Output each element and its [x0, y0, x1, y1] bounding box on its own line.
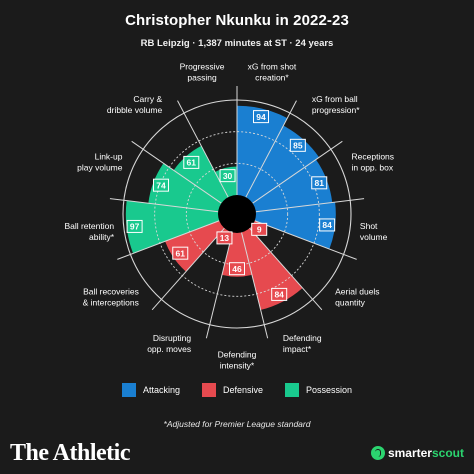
metric-label-shot-volume: Shot volume: [360, 221, 388, 242]
value-text: 84: [274, 290, 284, 300]
value-badge: [229, 262, 245, 276]
metric-label-xg-from-ball-progression: xG from ball progression*: [312, 94, 360, 115]
value-text: 30: [223, 171, 233, 181]
bar-shot-volume: [237, 202, 336, 250]
bar-defending-impact: [237, 214, 303, 310]
grid-spoke: [245, 100, 297, 198]
value-text: 81: [315, 178, 325, 188]
footnote: *Adjusted for Premier League standard: [163, 419, 311, 429]
value-text: 46: [232, 264, 242, 274]
metric-label-defending-impact: Defending impact*: [283, 333, 322, 354]
value-label-xg-from-shot-creation: 94: [253, 110, 270, 124]
value-label-progressive-passing: 30: [219, 169, 236, 183]
grid-ring: [154, 131, 320, 297]
bar-ball-retention-ability: [125, 200, 237, 254]
metric-label-disrupting-opp-moves: Disrupting opp. moves: [147, 333, 191, 354]
value-labels-layer: 94 85 81 84 9 84 46 13 61 97 74 61 30: [126, 110, 336, 301]
center-hole: [218, 195, 256, 233]
chart-subtitle: RB Leipzig · 1,387 minutes at ST · 24 ye…: [140, 38, 334, 49]
bar-defending-intensity: [221, 214, 253, 277]
grid-ring: [185, 162, 289, 266]
grid-spoke: [205, 232, 233, 339]
metric-label-ball-recoveries-interceptions: Ball recoveries & interceptions: [83, 286, 139, 307]
legend-label-attacking: Attacking: [142, 385, 180, 395]
metric-label-xg-from-shot-creation: xG from shot creation*: [248, 62, 297, 83]
smarterscout-logo-icon: [370, 446, 385, 460]
grid-spoke: [109, 198, 219, 213]
value-badge: [183, 155, 200, 169]
grid-spoke: [241, 232, 269, 339]
metric-label-carry-dribble-volume: Carry & dribble volume: [107, 94, 163, 115]
grid-spoke: [131, 140, 222, 204]
legend-item-defensive: Defensive: [201, 383, 264, 397]
value-label-ball-retention-ability: 97: [126, 219, 143, 233]
value-badge: [172, 246, 189, 260]
metric-label-defending-intensity: Defending intensity*: [218, 350, 257, 371]
value-text: 97: [130, 222, 140, 232]
grid-layer: [109, 86, 365, 339]
value-label-shot-volume: 84: [319, 218, 336, 232]
legend: Attacking Defensive Possession: [0, 383, 474, 397]
metric-label-link-up-play-volume: Link-up play volume: [77, 152, 123, 173]
value-text: 84: [322, 220, 332, 230]
legend-swatch-defensive: [201, 383, 216, 397]
legend-item-attacking: Attacking: [121, 383, 180, 397]
value-badge: [126, 219, 143, 233]
value-label-xg-from-ball-progression: 85: [289, 138, 306, 152]
value-text: 85: [293, 141, 303, 151]
chart-title: Christopher Nkunku in 2022-23: [125, 12, 349, 29]
value-badge: [219, 169, 236, 183]
value-label-defending-intensity: 46: [229, 262, 245, 276]
metric-label-progressive-passing: Progressive passing: [180, 62, 225, 83]
value-text: 61: [187, 158, 197, 168]
value-label-disrupting-opp-moves: 13: [216, 231, 233, 245]
value-badge: [311, 176, 328, 190]
metric-label-ball-retention-ability: Ball retention ability*: [64, 221, 114, 242]
the-athletic-logo: The Athletic: [10, 440, 131, 466]
legend-label-defensive: Defensive: [222, 385, 264, 395]
value-text: 94: [256, 112, 266, 122]
value-text: 61: [176, 248, 186, 258]
value-label-ball-recoveries-interceptions: 61: [172, 246, 189, 260]
value-text: 13: [220, 233, 230, 243]
value-label-receptions-in-opp-box: 81: [311, 176, 328, 190]
grid-spoke: [252, 140, 343, 204]
value-label-carry-dribble-volume: 61: [183, 155, 200, 169]
value-badge: [152, 178, 169, 192]
grid-spoke: [255, 198, 365, 213]
value-label-defending-impact: 84: [271, 287, 288, 301]
value-text: 9: [257, 225, 262, 235]
value-label-aerial-duels-quantity: 9: [251, 222, 268, 236]
value-badge: [271, 287, 288, 301]
legend-item-possession: Possession: [285, 383, 352, 397]
metric-label-receptions-in-opp-box: Receptions in opp. box: [352, 152, 395, 173]
legend-label-possession: Possession: [306, 385, 353, 395]
metric-labels-layer: xG from shot creation* xG from ball progres…: [64, 62, 394, 371]
value-badge: [251, 222, 268, 236]
metric-label-aerial-duels-quantity: Aerial duels quantity: [335, 286, 379, 307]
value-badge: [216, 231, 233, 245]
value-badge: [289, 138, 306, 152]
smarterscout-wordmark: smarterscout: [387, 446, 464, 460]
value-label-link-up-play-volume: 74: [152, 178, 169, 192]
smarterscout-logo: smarterscout: [370, 446, 464, 460]
grid-spoke: [117, 220, 220, 260]
legend-swatch-possession: [285, 383, 300, 397]
grid-spoke: [254, 220, 357, 260]
value-badge: [319, 218, 336, 232]
grid-spoke: [249, 227, 323, 311]
value-badge: [253, 110, 270, 124]
legend-swatch-attacking: [121, 383, 136, 397]
grid-spoke: [151, 227, 225, 311]
value-text: 74: [156, 180, 166, 190]
